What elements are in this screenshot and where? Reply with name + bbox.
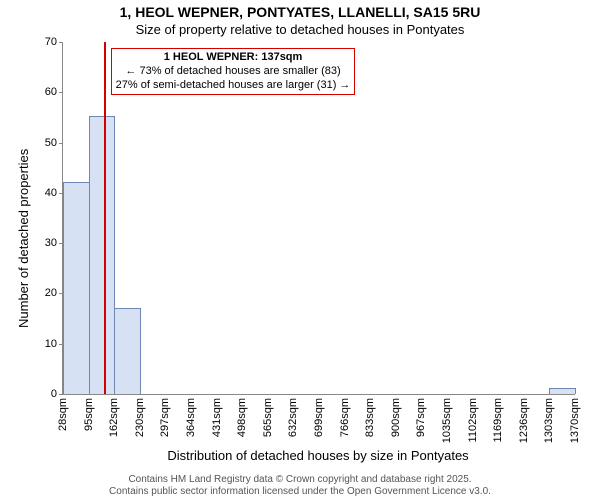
x-tick: 1169sqm [492, 394, 504, 442]
y-tick: 60 [45, 86, 63, 98]
y-tick: 50 [45, 137, 63, 149]
x-tick: 364sqm [185, 394, 197, 437]
x-tick: 28sqm [57, 394, 69, 431]
x-tick: 833sqm [364, 394, 376, 437]
x-tick: 699sqm [313, 394, 325, 437]
callout-line-larger: 27% of semi-detached houses are larger (… [116, 79, 351, 93]
plot-area: 01020304050607028sqm95sqm162sqm230sqm297… [62, 42, 575, 395]
chart-subtitle: Size of property relative to detached ho… [0, 22, 600, 37]
y-axis-label: Number of detached properties [16, 149, 31, 328]
callout-line-smaller: ← 73% of detached houses are smaller (83… [116, 65, 351, 79]
x-tick: 1102sqm [467, 394, 479, 442]
x-tick: 900sqm [390, 394, 402, 437]
histogram-bar [89, 116, 116, 394]
x-tick: 1370sqm [569, 394, 581, 443]
y-tick: 40 [45, 187, 63, 199]
x-tick: 1303sqm [543, 394, 555, 443]
y-tick: 70 [45, 36, 63, 48]
chart-footer: Contains HM Land Registry data © Crown c… [0, 474, 600, 498]
chart-title: 1, HEOL WEPNER, PONTYATES, LLANELLI, SA1… [0, 4, 600, 20]
x-tick: 967sqm [415, 394, 427, 437]
x-tick: 162sqm [108, 394, 120, 437]
footer-line-1: Contains HM Land Registry data © Crown c… [0, 474, 600, 486]
x-tick: 431sqm [211, 394, 223, 437]
y-tick: 30 [45, 237, 63, 249]
x-tick: 95sqm [83, 394, 95, 431]
x-tick: 297sqm [159, 394, 171, 437]
property-marker-line [104, 42, 106, 394]
callout-title: 1 HEOL WEPNER: 137sqm [116, 51, 351, 65]
x-tick: 632sqm [287, 394, 299, 437]
x-tick: 1035sqm [441, 394, 453, 443]
x-tick: 565sqm [262, 394, 274, 437]
y-tick: 20 [45, 287, 63, 299]
x-tick: 1236sqm [518, 394, 530, 443]
chart-root: 1, HEOL WEPNER, PONTYATES, LLANELLI, SA1… [0, 0, 600, 500]
y-tick: 10 [45, 338, 63, 350]
histogram-bar [549, 388, 576, 394]
histogram-bar [63, 182, 90, 394]
x-tick: 498sqm [236, 394, 248, 437]
x-tick: 766sqm [339, 394, 351, 437]
x-tick: 230sqm [134, 394, 146, 437]
property-callout: 1 HEOL WEPNER: 137sqm← 73% of detached h… [111, 48, 356, 95]
footer-line-2: Contains public sector information licen… [0, 486, 600, 498]
histogram-bar [114, 308, 141, 394]
x-axis-label: Distribution of detached houses by size … [62, 448, 574, 463]
